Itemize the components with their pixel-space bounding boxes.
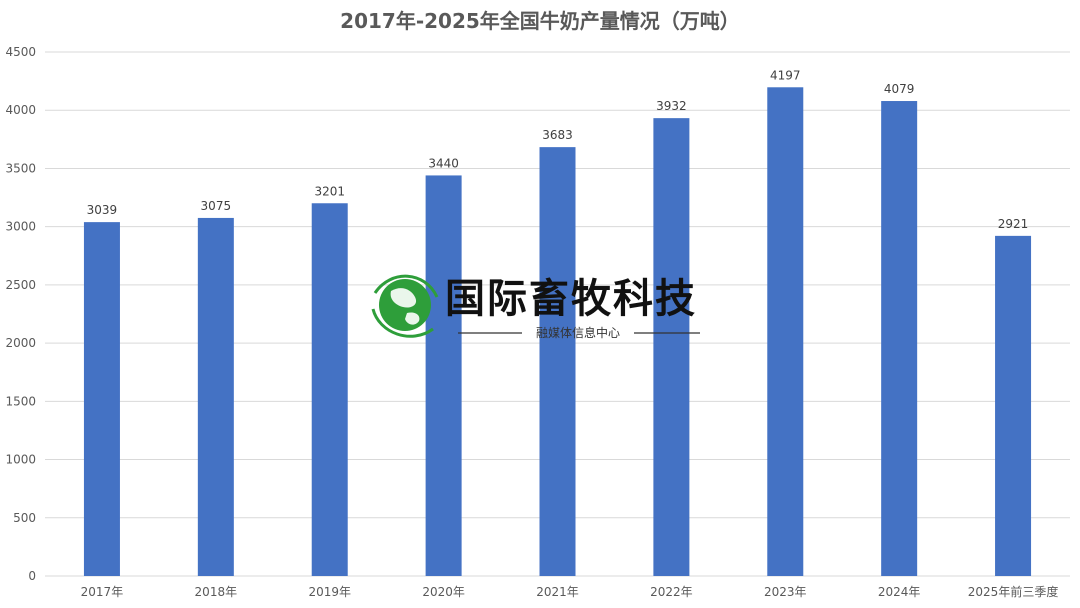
watermark: 国际畜牧科技 融媒体信息中心 [371, 274, 700, 340]
bar [995, 235, 1032, 576]
bar [311, 203, 348, 576]
bar [881, 101, 918, 577]
x-category-label: 2017年 [81, 585, 124, 599]
bar-value-label: 3683 [542, 128, 573, 142]
bar [539, 147, 576, 576]
x-category-label: 2021年 [536, 585, 579, 599]
watermark-name: 国际畜牧科技 [445, 276, 697, 322]
data-labels: 3039 3075 3201 3440 3683 3932 4197 4079 2921 [87, 68, 1029, 231]
bar-value-label: 3075 [201, 199, 232, 213]
y-tick-label: 2500 [5, 278, 36, 292]
y-tick-label: 1500 [5, 394, 36, 408]
x-category-label: 2019年 [308, 585, 351, 599]
x-category-label: 2025年前三季度 [968, 584, 1059, 599]
y-tick-label: 3500 [5, 161, 36, 175]
y-tick-label: 4500 [5, 45, 36, 59]
bar [197, 217, 234, 576]
chart-title: 2017年-2025年全国牛奶产量情况（万吨） [340, 9, 740, 33]
bar-value-label: 4197 [770, 68, 801, 82]
bar-value-label: 4079 [884, 82, 915, 96]
bar-value-label: 3440 [428, 156, 459, 170]
y-tick-label: 2000 [5, 336, 36, 350]
bar-value-label: 3201 [314, 184, 345, 198]
bar-value-label: 3039 [87, 203, 118, 217]
watermark-subtitle: 融媒体信息中心 [536, 325, 620, 340]
x-category-label: 2022年 [650, 585, 693, 599]
y-tick-label: 4000 [5, 103, 36, 117]
y-tick-label: 3000 [5, 220, 36, 234]
y-tick-label: 1000 [5, 453, 36, 467]
bar [425, 175, 462, 577]
bar [653, 118, 690, 576]
x-category-label: 2024年 [878, 585, 921, 599]
bars [83, 87, 1032, 577]
y-axis-ticks: 0 500 1000 1500 2000 2500 3000 3500 4000 4500 [5, 45, 36, 583]
x-axis-categories: 2017年 2018年 2019年 2020年 2021年 2022年 2023年 2024年… [81, 584, 1059, 599]
x-category-label: 2023年 [764, 585, 807, 599]
bar-value-label: 3932 [656, 99, 687, 113]
x-category-label: 2020年 [422, 585, 465, 599]
y-tick-label: 0 [28, 569, 36, 583]
x-category-label: 2018年 [195, 585, 238, 599]
bar-value-label: 2921 [998, 217, 1029, 231]
bar [83, 222, 120, 576]
bar [767, 87, 804, 577]
y-tick-label: 500 [13, 511, 36, 525]
globe-logo-icon [371, 274, 439, 338]
